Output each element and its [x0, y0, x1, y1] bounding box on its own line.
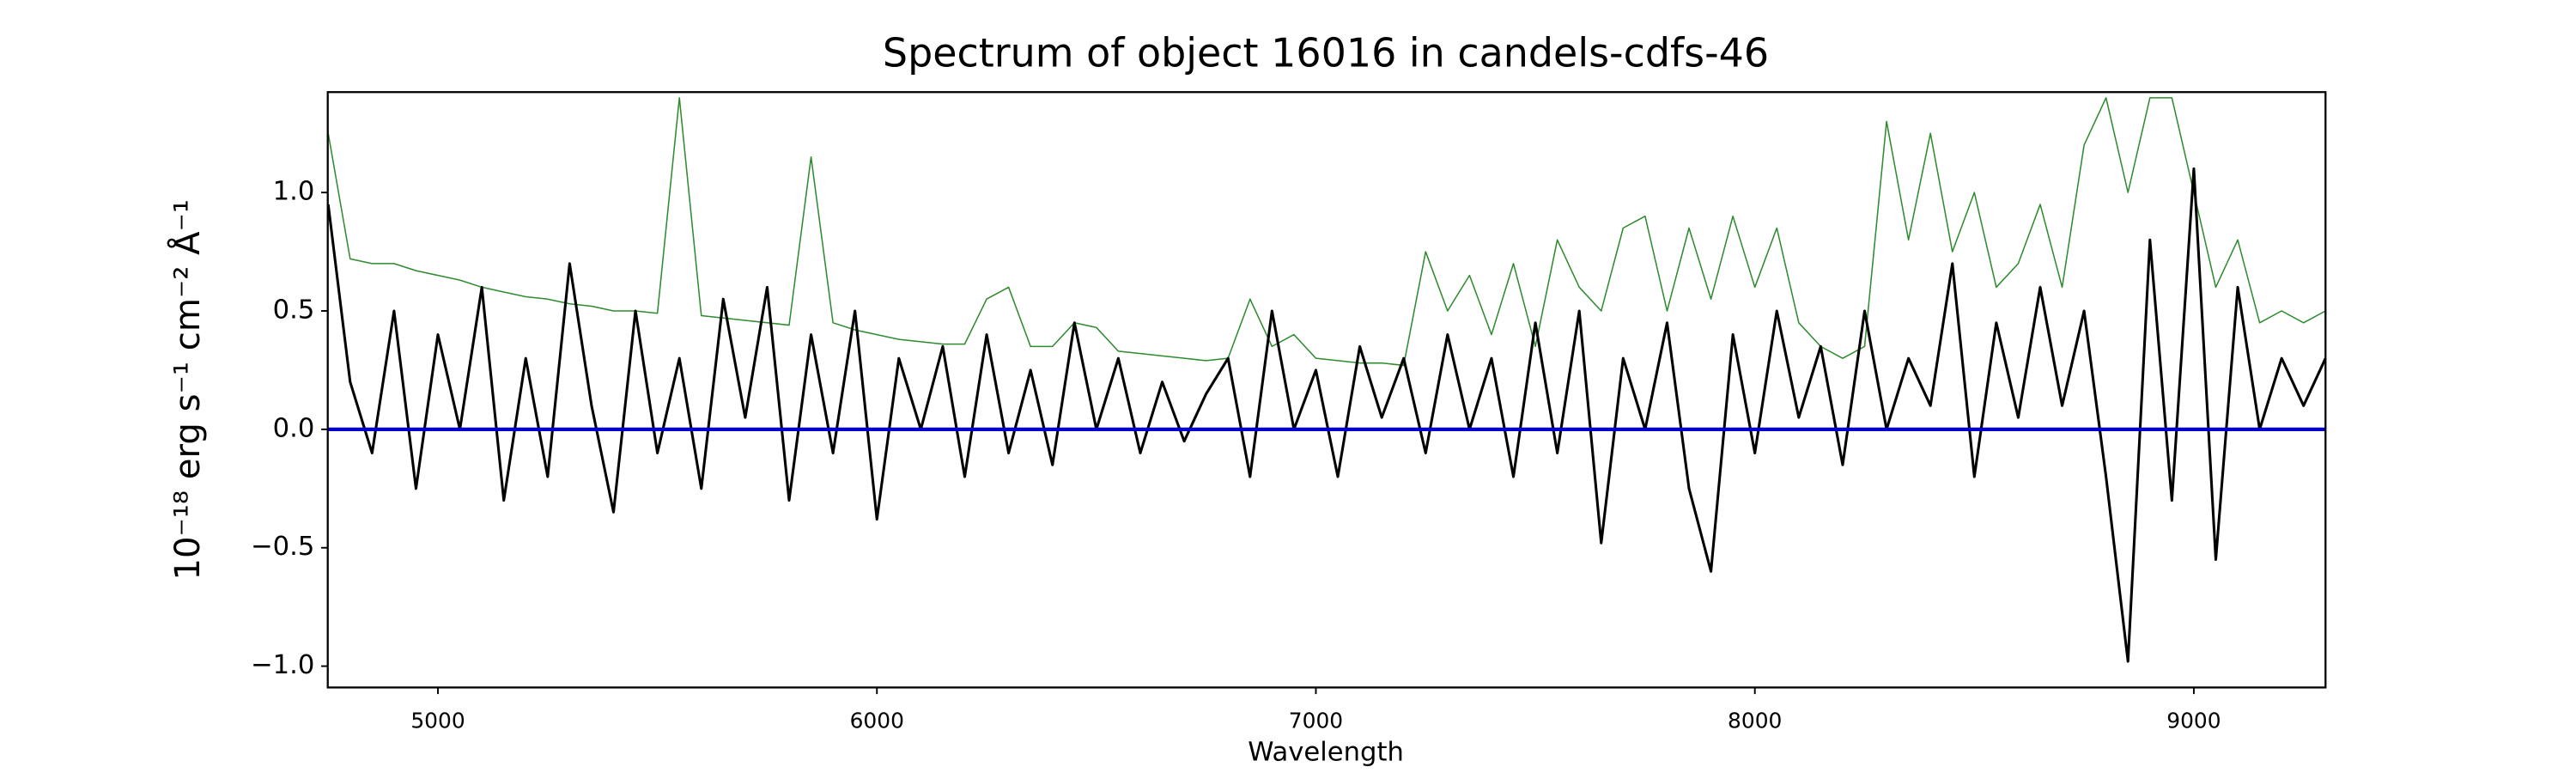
x-axis-label: Wavelength	[1248, 738, 1404, 768]
axes-frame	[326, 91, 2327, 689]
x-tick-label: 7000	[1289, 709, 1343, 733]
y-tick-label: 0.5	[273, 295, 315, 326]
plot-area	[327, 97, 2326, 663]
y-tick-label: 1.0	[273, 177, 315, 207]
x-tick-label: 5000	[410, 709, 465, 733]
y-axis-label: 10⁻¹⁸ erg s⁻¹ cm⁻² Å⁻¹	[167, 199, 208, 581]
chart-title: Spectrum of object 16016 in candels-cdfs…	[883, 30, 1769, 76]
x-tick-label: 8000	[1728, 709, 1782, 733]
x-tick-label: 9000	[2166, 709, 2221, 733]
spectrum-line	[327, 167, 2326, 663]
y-tick-label: 0.0	[273, 413, 315, 443]
y-tick-label: −0.5	[251, 532, 314, 562]
y-tick-label: −1.0	[251, 650, 314, 680]
x-tick-label: 6000	[850, 709, 904, 733]
spectrum-line	[327, 97, 2326, 367]
